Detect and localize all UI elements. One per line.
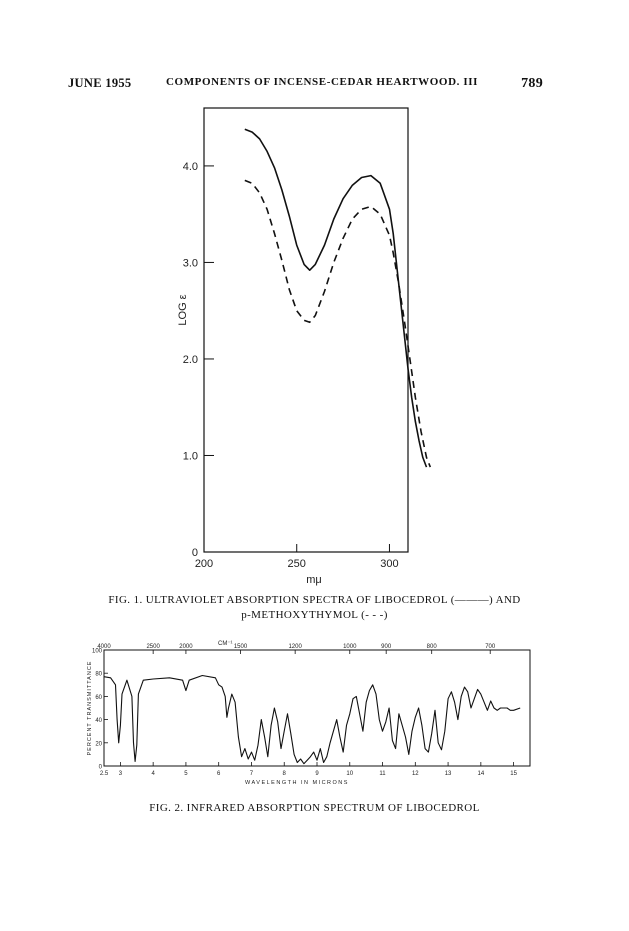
y-tick-label: 3.0: [183, 257, 198, 269]
ir-top-tick-label: 700: [485, 644, 496, 650]
uv-absorption-chart: 0 1.0 2.0 3.0 4.0 200 250 300 mμ LOG ε: [177, 107, 432, 586]
x-tick-label: 200: [195, 558, 213, 570]
ir-y-axis-label: PERCENT TRANSMITTANCE: [87, 661, 93, 756]
ir-x-tick-label: 8: [283, 771, 287, 777]
plot-frame: [203, 107, 409, 553]
ir-x-tick-label: 7: [250, 771, 254, 777]
ir-x-tick-label: 5: [184, 771, 188, 777]
y-tick-label: 1.0: [183, 450, 198, 462]
ir-top-tick-label: 4000: [97, 644, 111, 650]
ir-top-tick-label: 800: [427, 644, 438, 650]
series-libocedrol: [244, 128, 428, 468]
series-p-methoxythymol: [244, 179, 432, 468]
ir-x-tick-label: 9: [315, 771, 319, 777]
fig1-caption-line1: FIG. 1. ULTRAVIOLET ABSORPTION SPECTRA O…: [108, 594, 521, 606]
ir-y-tick-label: 20: [95, 741, 102, 747]
ir-x-tick-label: 4: [151, 771, 155, 777]
page-number: 789: [521, 76, 543, 91]
ir-y-tick-label: 60: [95, 695, 102, 701]
x-tick-label: 300: [380, 558, 398, 570]
x-axis-label: mμ: [306, 574, 322, 586]
ir-top-tick-label: 2000: [179, 644, 193, 650]
y-axis-label: LOG ε: [177, 294, 189, 325]
ir-x-tick-label: 10: [346, 771, 353, 777]
y-tick-label: 4.0: [183, 161, 198, 173]
ir-x-tick-label: 14: [478, 771, 485, 777]
ir-top-axis-label: CM⁻¹: [218, 641, 233, 647]
ir-x-tick-label: 11: [379, 771, 386, 777]
ir-absorption-chart: 0 20 40 60 80 100 2.5 3 4 5 6 7 8 9 10 11 12 13 14 15 4000 25…: [87, 641, 531, 786]
ir-x-tick-label: 6: [217, 771, 221, 777]
ir-y-tick-label: 40: [95, 718, 102, 724]
ir-top-tick-label: 1500: [234, 644, 248, 650]
y-tick-label: 2.0: [183, 354, 198, 366]
ir-x-tick-label: 13: [445, 771, 452, 777]
ir-top-tick-label: 900: [381, 644, 392, 650]
ir-x-tick-label: 12: [412, 771, 419, 777]
ir-x-tick-label: 15: [510, 771, 517, 777]
fig1-caption-line2: p-METHOXYTHYMOL (- - -): [241, 609, 388, 621]
ir-x-tick-label: 3: [119, 771, 123, 777]
y-tick-label: 0: [192, 547, 198, 559]
ir-y-tick-label: 0: [99, 765, 103, 771]
ir-plot-frame: [103, 649, 531, 767]
ir-y-tick-label: 100: [92, 649, 103, 655]
ir-top-tick-label: 1200: [288, 644, 302, 650]
ir-y-tick-label: 80: [95, 672, 102, 678]
series-libocedrol-ir: [103, 674, 521, 765]
fig2-caption: FIG. 2. INFRARED ABSORPTION SPECTRUM OF …: [149, 802, 480, 814]
ir-x-axis-label: WAVELENGTH IN MICRONS: [245, 780, 349, 786]
ir-top-tick-label: 2500: [146, 644, 160, 650]
x-tick-label: 250: [288, 558, 306, 570]
ir-x-tick-label: 2.5: [100, 771, 109, 777]
ir-top-tick-label: 1000: [343, 644, 357, 650]
running-head-date: JUNE 1955: [68, 76, 132, 90]
running-head-title: COMPONENTS OF INCENSE-CEDAR HEARTWOOD. I…: [166, 76, 478, 88]
